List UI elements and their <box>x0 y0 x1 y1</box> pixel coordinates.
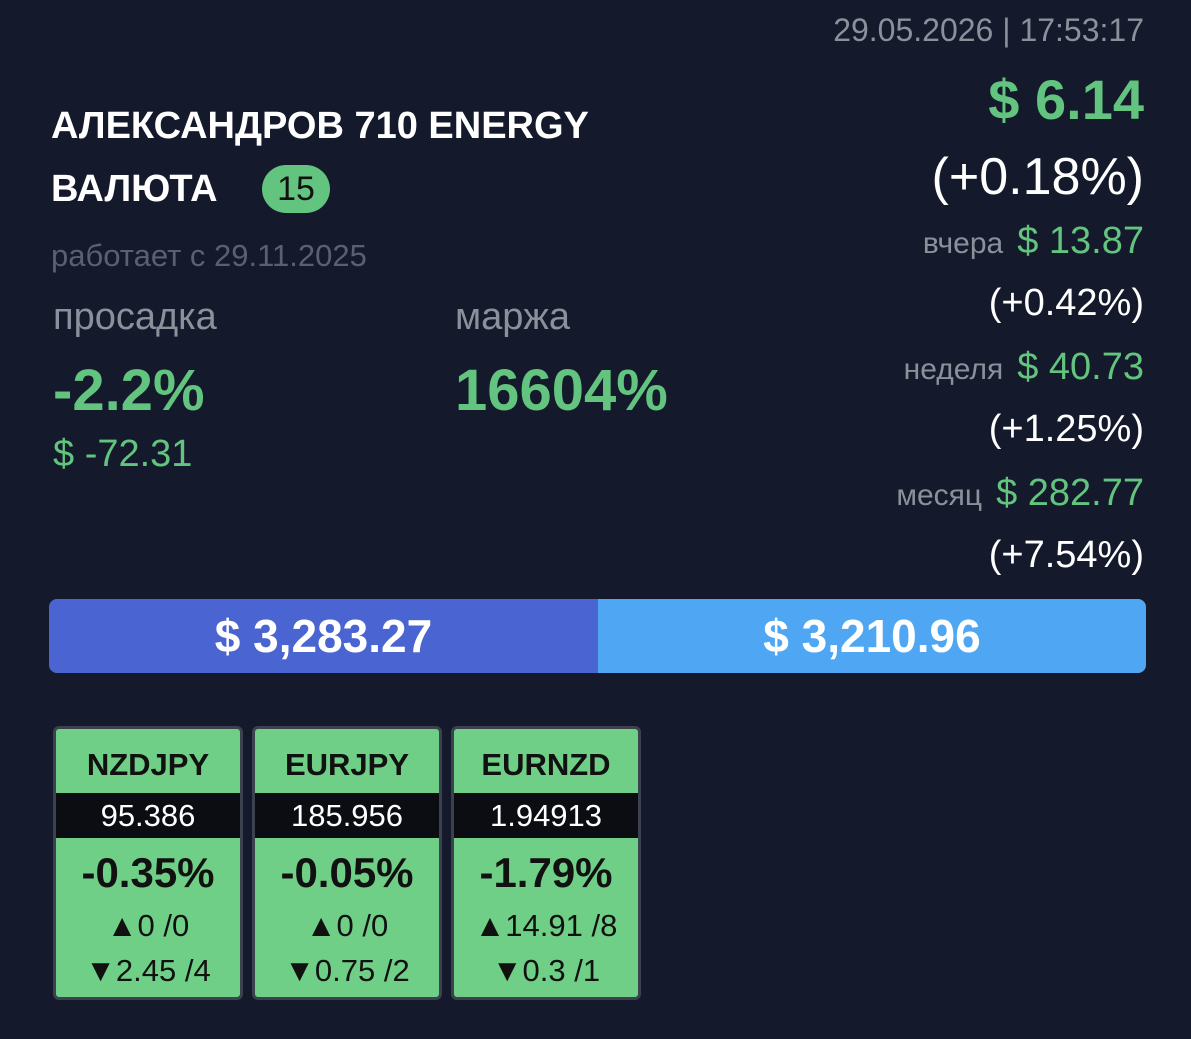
drawdown-label: просадка <box>53 296 217 338</box>
pair-price: 185.956 <box>255 793 439 838</box>
pair-price: 1.94913 <box>454 793 638 838</box>
title: АЛЕКСАНДРОВ 710 ENERGY <box>51 105 589 147</box>
pair-name: EURNZD <box>481 747 611 782</box>
period-amount: $ 40.73 <box>1017 346 1144 388</box>
period-row: месяц $ 282.77 <box>896 474 1144 512</box>
period-amount: $ 13.87 <box>1017 220 1144 262</box>
balance-left: $ 3,283.27 <box>49 599 598 673</box>
drawdown-amount: $ -72.31 <box>53 433 193 475</box>
margin-label: маржа <box>455 296 570 338</box>
period-amount: $ 282.77 <box>996 472 1144 514</box>
margin-percent: 16604% <box>455 358 668 423</box>
pair-change: -0.05% <box>280 849 414 896</box>
period-percent: (+0.42%) <box>988 282 1144 324</box>
pair-down: ▼0.3 /1 <box>491 953 601 988</box>
pair-price: 95.386 <box>56 793 240 838</box>
pair-change: -0.35% <box>81 849 215 896</box>
balance-right: $ 3,210.96 <box>598 599 1146 673</box>
pair-change: -1.79% <box>479 849 613 896</box>
period-percent: (+7.54%) <box>988 534 1144 576</box>
pair-up: ▲14.91 /8 <box>474 908 618 943</box>
pair-card: NZDJPY 95.386 -0.35% ▲0 /0 ▼2.45 /4 <box>53 726 243 1000</box>
period-row: вчера $ 13.87 <box>923 222 1144 260</box>
pair-up: ▲0 /0 <box>106 908 190 943</box>
profit-percent: (+0.18%) <box>931 148 1144 206</box>
title: ВАЛЮТА <box>51 168 218 210</box>
pair-name: NZDJPY <box>86 747 210 782</box>
period-percent: (+1.25%) <box>988 408 1144 450</box>
since: работает с 29.11.2025 <box>51 238 367 273</box>
pair-card: EURNZD 1.94913 -1.79% ▲14.91 /8 ▼0.3 /1 <box>451 726 641 1000</box>
pair-name: EURJPY <box>284 747 410 782</box>
profit-amount: $ 6.14 <box>988 68 1144 131</box>
timestamp: 29.05.2026 | 17:53:17 <box>833 12 1144 48</box>
pair-up: ▲0 /0 <box>305 908 389 943</box>
pair-down: ▼2.45 /4 <box>85 953 211 988</box>
pair-card: EURJPY 185.956 -0.05% ▲0 /0 ▼0.75 /2 <box>252 726 442 1000</box>
pair-down: ▼0.75 /2 <box>284 953 410 988</box>
period-row: неделя $ 40.73 <box>904 348 1144 386</box>
period-label: неделя <box>903 353 1004 386</box>
drawdown-percent: -2.2% <box>53 358 205 423</box>
period-label: вчера <box>922 227 1004 260</box>
period-label: месяц <box>896 479 983 512</box>
badge: 15 <box>262 165 330 213</box>
